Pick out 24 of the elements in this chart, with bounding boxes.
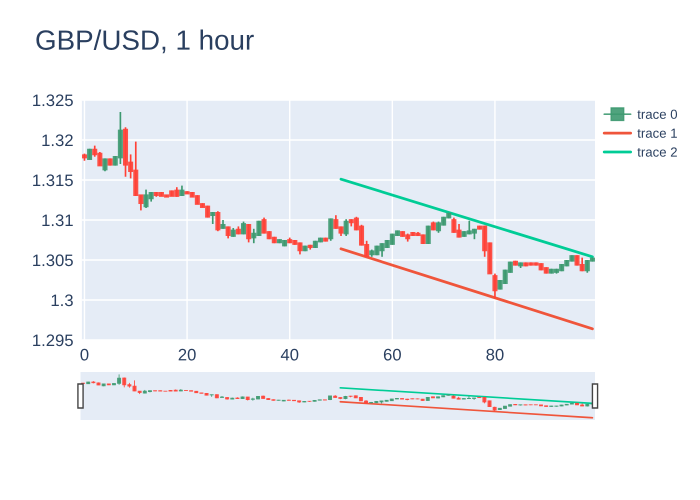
candlestick [102, 158, 108, 172]
y-tick-label: 1.32 [42, 134, 73, 146]
candlestick [241, 220, 246, 236]
chart-title: GBP/USD, 1 hour [36, 30, 254, 54]
x-tick-label: 60 [384, 348, 401, 361]
y-tick-label: 1.325 [33, 94, 73, 106]
y-tick-label: 1.315 [33, 174, 73, 186]
candlestick [210, 211, 216, 225]
x-tick-label: 0 [80, 348, 88, 361]
legend-label: trace 2 [637, 147, 677, 157]
candlestick [426, 224, 431, 245]
candlestick [246, 223, 252, 244]
candlestick [328, 218, 334, 242]
y-tick-label: 1.31 [42, 214, 73, 226]
candlestick [344, 218, 349, 237]
x-tick-label: 80 [486, 348, 504, 361]
x-tick-label: 20 [178, 348, 196, 361]
candlestick [215, 210, 220, 232]
legend-label: trace 0 [637, 110, 678, 119]
y-tick-label: 1.295 [33, 334, 73, 346]
y-tick-label: 1.3 [52, 294, 73, 306]
legend-label: trace 1 [637, 128, 677, 138]
x-tick-label: 40 [280, 348, 298, 361]
y-tick-label: 1.305 [33, 254, 73, 266]
